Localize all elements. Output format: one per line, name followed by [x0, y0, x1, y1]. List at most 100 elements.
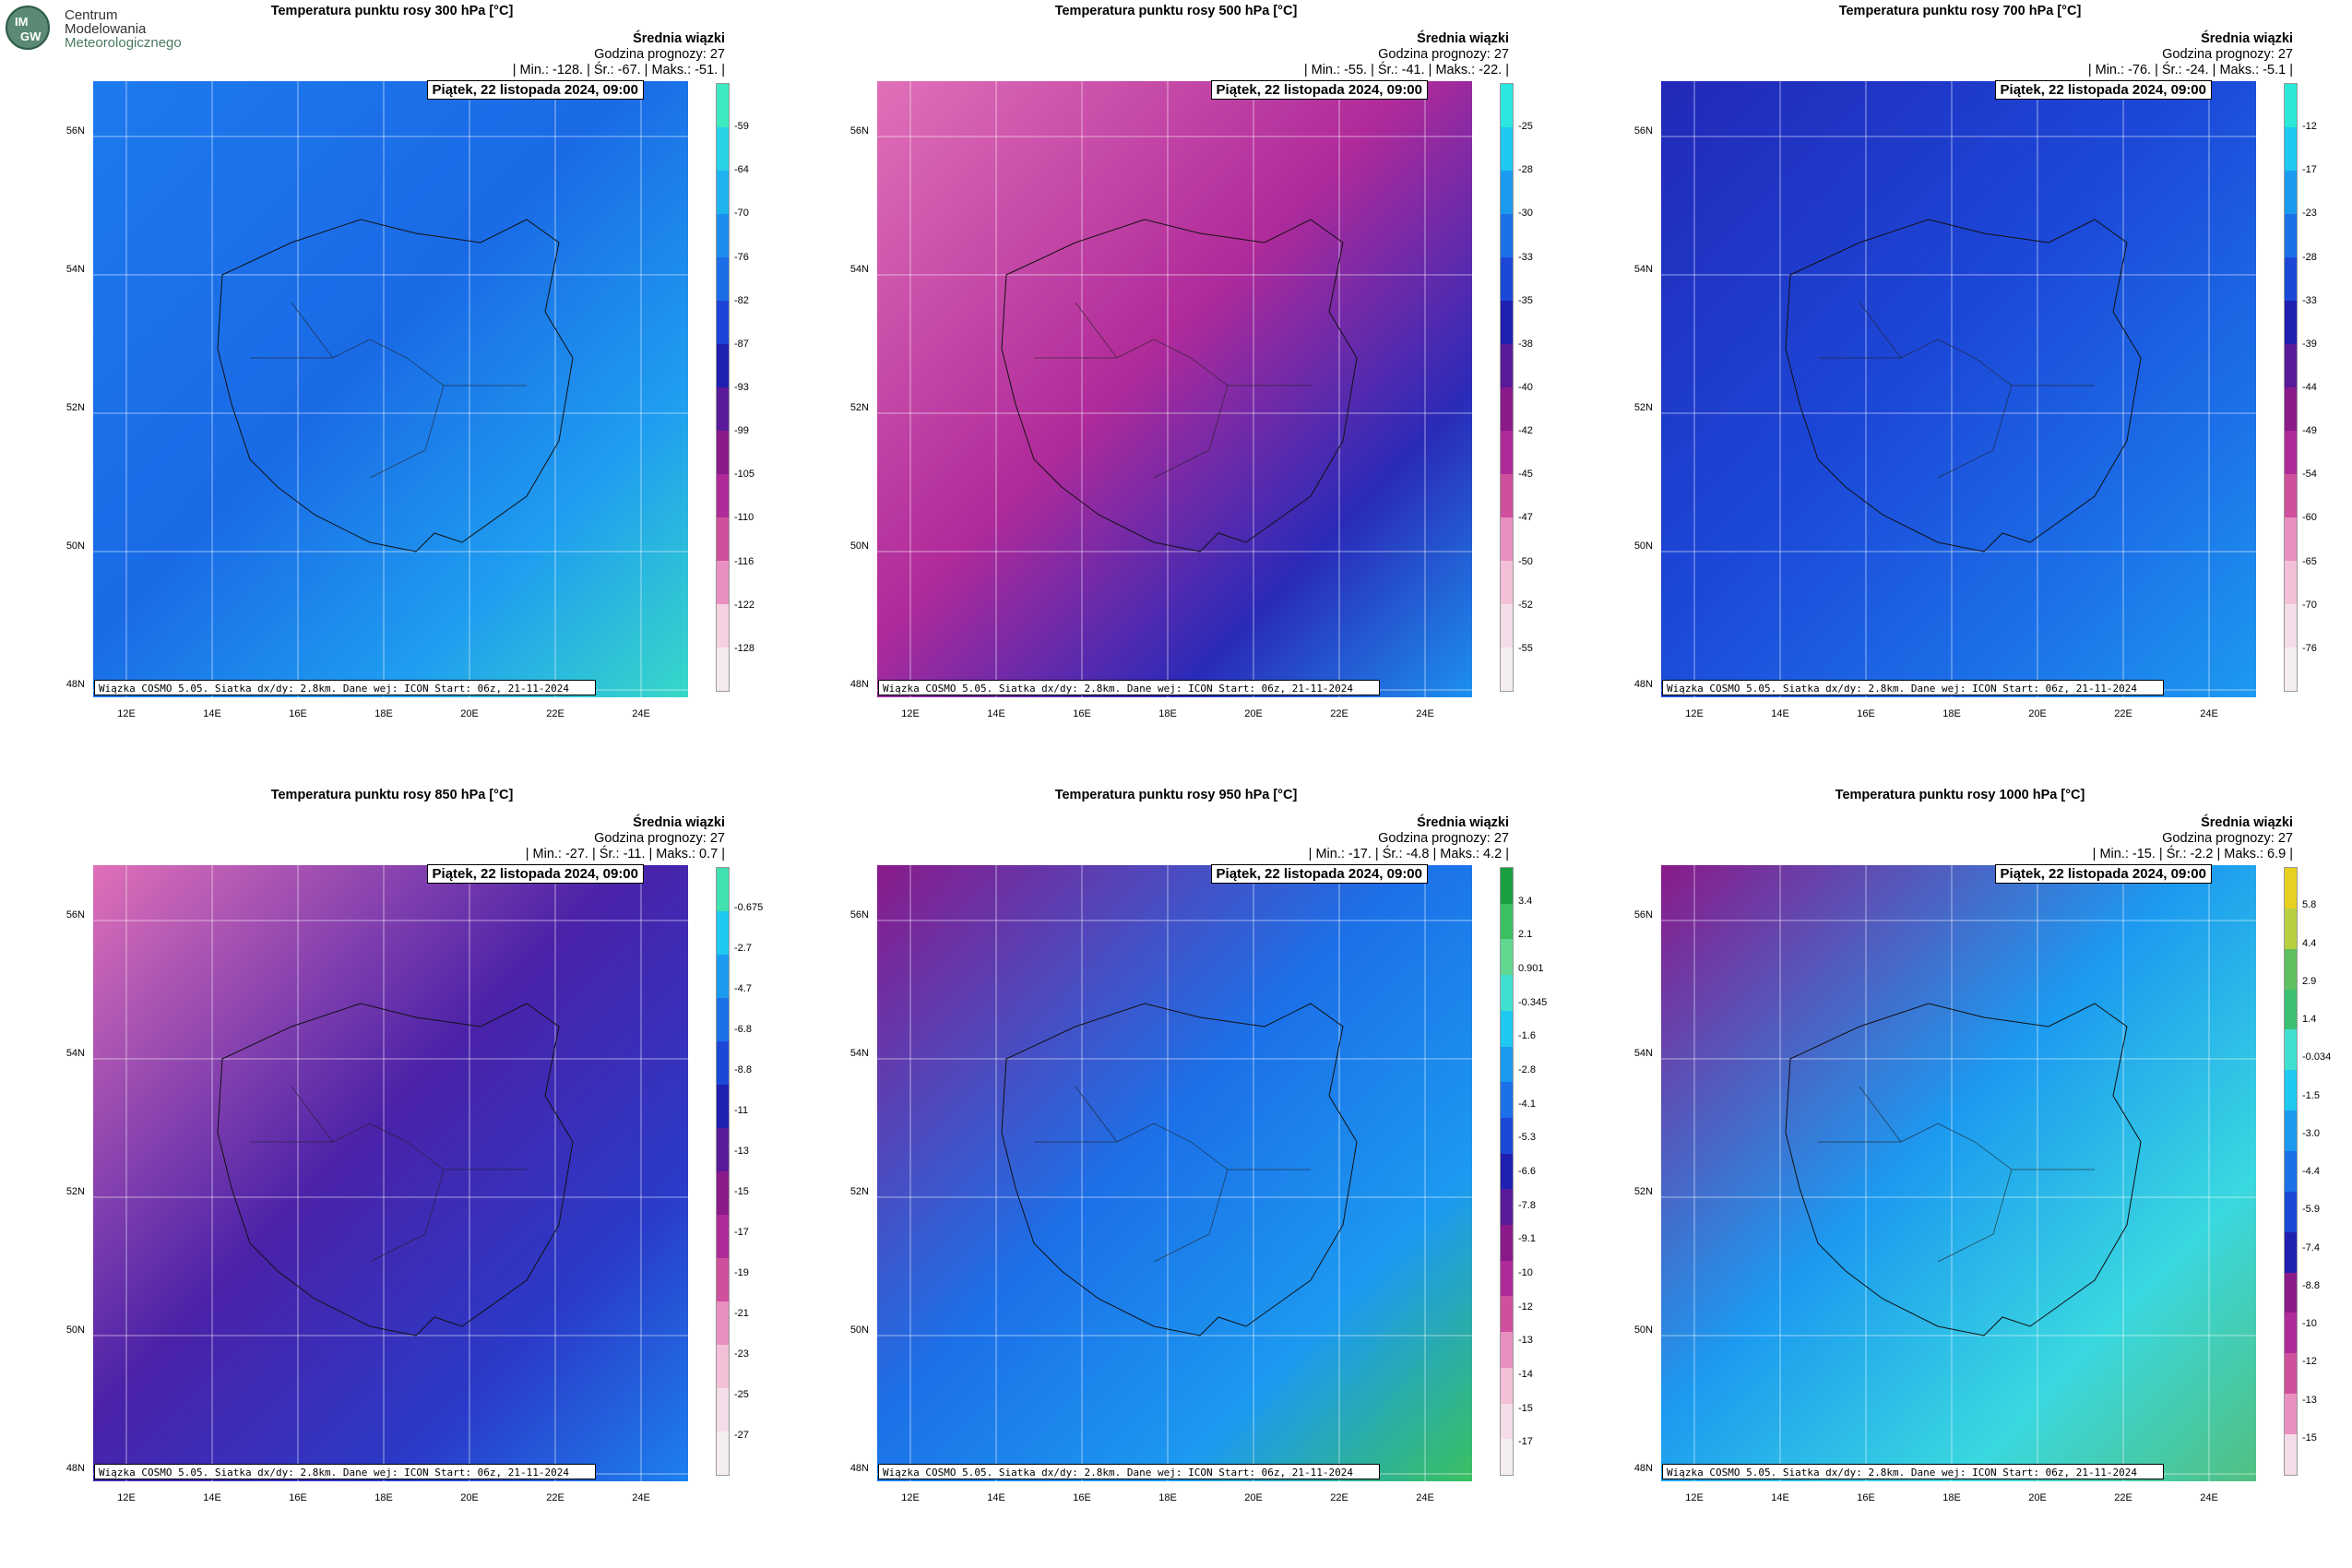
forecast-hour: Godzina prognozy: 27: [1378, 47, 1509, 62]
colorbar-segment: [717, 1301, 729, 1345]
colorbar-segment: [717, 1128, 729, 1171]
longitude-label: 20E: [460, 708, 479, 719]
forecast-panel: Temperatura punktu rosy 950 hPa [°C] Śred…: [784, 784, 1568, 1568]
colorbar-segment: [717, 998, 729, 1041]
colorbar-tick-label: -116: [734, 555, 754, 567]
forecast-hour: Godzina prognozy: 27: [594, 47, 725, 62]
colorbar-tick-label: -15: [1518, 1402, 1533, 1414]
panel-stats: | Min.: -128. | Śr.: -67. | Maks.: -51. …: [512, 63, 725, 77]
forecast-date: Piątek, 22 listopada 2024, 09:00: [1994, 80, 2212, 100]
colorbar-segment: [717, 647, 729, 691]
longitude-label: 14E: [987, 708, 1005, 719]
colorbar-segment: [1501, 975, 1513, 1011]
forecast-panel: Temperatura punktu rosy 700 hPa [°C] Śred…: [1568, 0, 2352, 784]
colorbar-tick-label: -0.034: [2302, 1051, 2332, 1063]
colorbar-tick-label: -60: [2302, 512, 2317, 524]
longitude-label: 16E: [1857, 708, 1875, 719]
colorbar-tick-label: -28: [1518, 164, 1533, 176]
colorbar-segment: [1501, 1010, 1513, 1047]
colorbar-tick-label: -7.4: [2302, 1241, 2320, 1253]
panel-title: Temperatura punktu rosy 1000 hPa [°C]: [1835, 788, 2085, 802]
panel-title: Temperatura punktu rosy 950 hPa [°C]: [1054, 788, 1298, 802]
panel-title: Temperatura punktu rosy 300 hPa [°C]: [270, 4, 514, 18]
forecast-hour: Godzina prognozy: 27: [1378, 831, 1509, 846]
colorbar-tick-label: -25: [1518, 121, 1533, 133]
colorbar-tick-label: -30: [1518, 208, 1533, 220]
colorbar-segment: [2285, 214, 2297, 257]
model-info-footer: Wiązka COSMO 5.05. Siatka dx/dy: 2.8km. …: [878, 1464, 1380, 1479]
colorbar-tick-label: -42: [1518, 425, 1533, 437]
panel-stats: | Min.: -27. | Śr.: -11. | Maks.: 0.7 |: [525, 847, 725, 861]
colorbar-segment: [2285, 517, 2297, 561]
colorbar-tick-label: 1.4: [2302, 1014, 2317, 1025]
panel-subtitle: Średnia wiązki: [633, 31, 725, 46]
colorbar-tick-label: -44: [2302, 382, 2317, 393]
longitude-label: 16E: [289, 1492, 307, 1503]
colorbar-segment: [1501, 387, 1513, 431]
latitude-label: 56N: [849, 125, 869, 137]
colorbar-tick-label: -93: [734, 382, 749, 393]
dewpoint-field: [93, 81, 688, 697]
colorbar-tick-label: -8.8: [2302, 1279, 2320, 1291]
colorbar-tick-label: -19: [734, 1267, 749, 1278]
colorbar-segment: [1501, 1403, 1513, 1440]
forecast-date: Piątek, 22 listopada 2024, 09:00: [1210, 864, 1428, 884]
colorbar-segment: [2285, 1434, 2297, 1475]
colorbar-segment: [717, 1345, 729, 1388]
longitude-label: 16E: [1073, 708, 1091, 719]
forecast-hour: Godzina prognozy: 27: [2162, 47, 2293, 62]
colorbar-segment: [1501, 301, 1513, 344]
colorbar-segment: [717, 171, 729, 214]
forecast-date: Piątek, 22 listopada 2024, 09:00: [426, 80, 644, 100]
map-area: [877, 865, 1472, 1481]
colorbar-segment: [1501, 1332, 1513, 1368]
colorbar-segment: [1501, 1260, 1513, 1297]
colorbar-tick-label: -28: [2302, 251, 2317, 263]
imgw-logo-emblem: IM GW: [6, 6, 50, 50]
colorbar-tick-label: -5.3: [1518, 1132, 1536, 1144]
longitude-label: 24E: [1416, 1492, 1434, 1503]
longitude-label: 20E: [460, 1492, 479, 1503]
latitude-label: 50N: [849, 540, 869, 552]
dewpoint-field: [877, 81, 1472, 697]
colorbar-tick-label: -40: [1518, 382, 1533, 393]
colorbar-tick-label: -17: [1518, 1436, 1533, 1448]
dewpoint-field: [1661, 865, 2256, 1481]
colorbar-tick-label: -82: [734, 294, 749, 306]
longitude-label: 14E: [1771, 1492, 1789, 1503]
colorbar-segment: [2285, 387, 2297, 431]
colorbar-tick-label: -12: [2302, 121, 2317, 133]
colorbar-tick-label: -4.1: [1518, 1098, 1536, 1110]
map-area: [93, 865, 688, 1481]
colorbar-tick-label: -13: [2302, 1394, 2317, 1406]
longitude-label: 12E: [901, 708, 920, 719]
latitude-label: 48N: [1633, 679, 1653, 690]
colorbar-segment: [2285, 1029, 2297, 1071]
panel-subtitle: Średnia wiązki: [633, 815, 725, 830]
panel-subtitle: Średnia wiązki: [1417, 31, 1509, 46]
colorbar-tick-label: -47: [1518, 512, 1533, 524]
colorbar-segment: [1501, 431, 1513, 474]
colorbar-segment: [1501, 604, 1513, 647]
colorbar-segment: [1501, 1367, 1513, 1404]
longitude-label: 14E: [203, 1492, 221, 1503]
forecast-panel: Temperatura punktu rosy 500 hPa [°C] Śred…: [784, 0, 1568, 784]
colorbar-segment: [1501, 517, 1513, 561]
colorbar-tick-label: -2.7: [734, 943, 752, 954]
colorbar: [1500, 867, 1514, 1476]
colorbar-tick-label: -25: [734, 1389, 749, 1400]
colorbar-labels: -0.675 -2.7 -4.7 -6.8 -8.8 -11 -13 -15 -17 -19 -21…: [734, 867, 790, 1476]
latitude-label: 56N: [1633, 909, 1653, 921]
colorbar-segment: [717, 1041, 729, 1085]
colorbar-tick-label: -59: [734, 121, 749, 133]
model-info-footer: Wiązka COSMO 5.05. Siatka dx/dy: 2.8km. …: [1662, 1464, 2164, 1479]
latitude-label: 50N: [65, 540, 85, 552]
colorbar-segment: [1501, 84, 1513, 127]
imgw-logo: IM GW Centrum Modelowania Meteorologiczn…: [6, 6, 190, 50]
panel-title: Temperatura punktu rosy 850 hPa [°C]: [270, 788, 514, 802]
longitude-label: 22E: [2114, 1492, 2132, 1503]
latitude-label: 52N: [65, 1186, 85, 1197]
colorbar-tick-label: -15: [734, 1186, 749, 1197]
colorbar-tick-label: -39: [2302, 338, 2317, 350]
colorbar-tick-label: -64: [734, 164, 749, 176]
